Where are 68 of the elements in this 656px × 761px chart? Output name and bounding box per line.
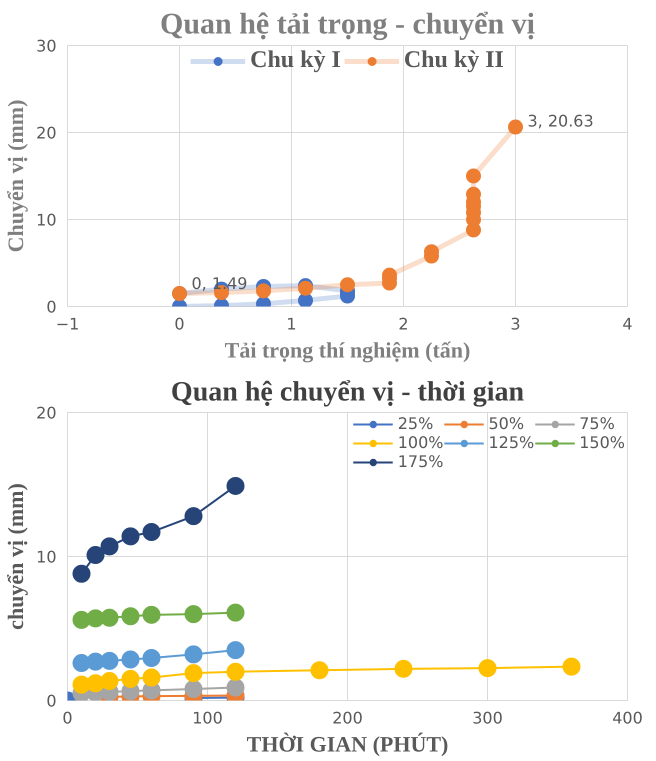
point — [226, 662, 244, 681]
point — [226, 604, 244, 622]
point — [122, 670, 140, 688]
point — [298, 292, 313, 306]
point — [256, 283, 271, 298]
legend-label: 25% — [398, 414, 434, 433]
legend-label: Chu kỳ I — [250, 47, 341, 74]
point — [142, 668, 160, 686]
point — [100, 537, 118, 556]
annotation: 0, 1.49 — [192, 274, 248, 294]
point — [142, 649, 160, 668]
x-axis-title: Tải trọng thí nghiệm (tấn) — [224, 338, 470, 362]
legend-label: 125% — [488, 433, 534, 452]
point — [100, 608, 118, 627]
y-axis-title: Chuyển vị (mm) — [3, 100, 28, 252]
point — [508, 120, 523, 135]
x-tick-label: −1 — [56, 314, 80, 334]
point — [478, 659, 496, 678]
y-tick-label: 0 — [46, 692, 57, 710]
y-tick-label: 10 — [36, 210, 56, 230]
y-axis-title: chuyển vị (mm) — [3, 483, 28, 630]
legend-label: 100% — [398, 433, 444, 452]
legend-label: Chu kỳ II — [404, 47, 504, 74]
point — [310, 661, 328, 680]
point — [226, 678, 244, 697]
legend-label: 150% — [579, 433, 625, 452]
x-tick-label: 0 — [62, 708, 73, 728]
x-tick-label: 0 — [174, 314, 185, 334]
x-tick-label: 1 — [286, 314, 297, 334]
legend-label: 75% — [579, 414, 615, 433]
point — [122, 607, 140, 626]
point — [100, 652, 118, 670]
x-tick-label: 400 — [612, 708, 643, 728]
point — [142, 523, 160, 542]
x-tick-label: 300 — [472, 708, 503, 728]
point — [184, 645, 202, 664]
point — [466, 168, 481, 184]
point — [142, 606, 160, 624]
point — [226, 476, 244, 495]
y-tick-label: 20 — [36, 124, 56, 142]
chart-title: Quan hệ tải trọng - chuyển vị — [160, 8, 536, 40]
annotation: 3, 20.63 — [528, 112, 594, 131]
chart-title: Quan hệ chuyển vị - thời gian — [170, 376, 524, 408]
y-tick-label: 30 — [36, 36, 56, 56]
legend-label: 175% — [398, 452, 444, 471]
x-axis-title: THỜI GIAN (PHÚT) — [246, 732, 448, 756]
x-tick-label: 3 — [510, 314, 521, 334]
point — [184, 605, 202, 624]
point — [122, 650, 140, 668]
point — [340, 277, 355, 292]
point — [184, 664, 202, 682]
point — [394, 660, 412, 678]
point — [122, 527, 140, 546]
y-tick-label: 0 — [46, 298, 57, 316]
y-tick-label: 10 — [36, 548, 56, 566]
x-tick-label: 2 — [398, 314, 409, 334]
y-tick-label: 20 — [36, 404, 56, 422]
point — [72, 564, 90, 583]
point — [184, 680, 202, 698]
x-tick-label: 200 — [332, 708, 363, 728]
point — [562, 658, 580, 676]
point — [184, 507, 202, 526]
x-tick-label: 100 — [192, 708, 223, 728]
point — [86, 546, 104, 564]
x-tick-label: 4 — [622, 314, 633, 334]
point — [226, 641, 244, 660]
point — [100, 672, 118, 690]
legend-label: 50% — [488, 414, 524, 433]
